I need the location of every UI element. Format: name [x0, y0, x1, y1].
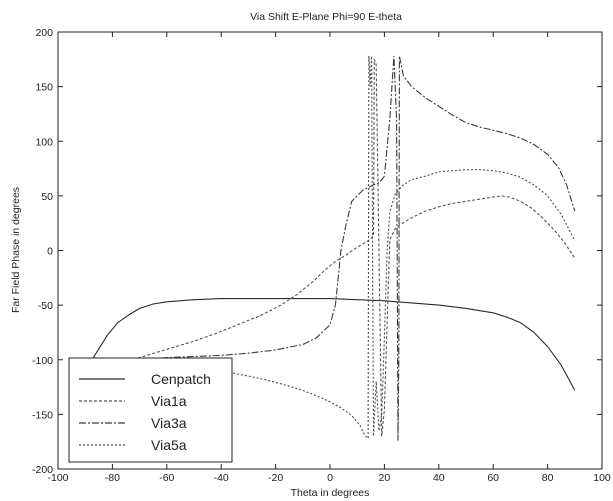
y-axis-label: Far Field Phase in degrees: [10, 187, 22, 313]
x-tick-label: -60: [159, 472, 174, 484]
chart-title: Via Shift E-Plane Phi=90 E-theta: [250, 11, 402, 23]
y-tick-label: -100: [32, 355, 53, 367]
x-tick-label: -40: [214, 472, 229, 484]
x-tick-label: 60: [487, 472, 499, 484]
series-line-0: [84, 298, 576, 391]
y-tick-label: 200: [35, 27, 53, 39]
series-line-3: [90, 55, 576, 440]
y-tick-label: 50: [41, 191, 53, 203]
x-tick-label: -20: [268, 472, 283, 484]
x-tick-label: -100: [47, 472, 68, 484]
x-tick-label: 20: [379, 472, 391, 484]
legend-label: Cenpatch: [151, 371, 211, 387]
y-tick-label: 150: [35, 82, 53, 94]
legend-label: Via3a: [151, 415, 187, 431]
x-tick-label: 40: [433, 472, 445, 484]
series-line-2: [98, 55, 576, 441]
legend: Cenpatch Via1a Via3a Via5a: [79, 371, 211, 453]
legend-label: Via1a: [151, 393, 187, 409]
x-axis-label: Theta in degrees: [291, 487, 370, 499]
x-tick-label: 80: [542, 472, 554, 484]
x-tick-label: 100: [593, 472, 611, 484]
x-tick-label: 0: [327, 472, 333, 484]
y-tick-label: 0: [47, 246, 53, 258]
y-tick-label: 100: [35, 136, 53, 148]
y-tick-label: -50: [38, 300, 53, 312]
legend-label: Via5a: [151, 437, 187, 453]
data-series: [84, 55, 576, 441]
series-line-1: [85, 59, 576, 437]
axis-ticks: -100 -80 -60 -40 -20 0 20 40 60 80 100-200-150-100…: [32, 27, 611, 484]
x-tick-label: -80: [105, 472, 120, 484]
y-tick-label: -150: [32, 409, 53, 421]
y-tick-label: -200: [32, 464, 53, 476]
